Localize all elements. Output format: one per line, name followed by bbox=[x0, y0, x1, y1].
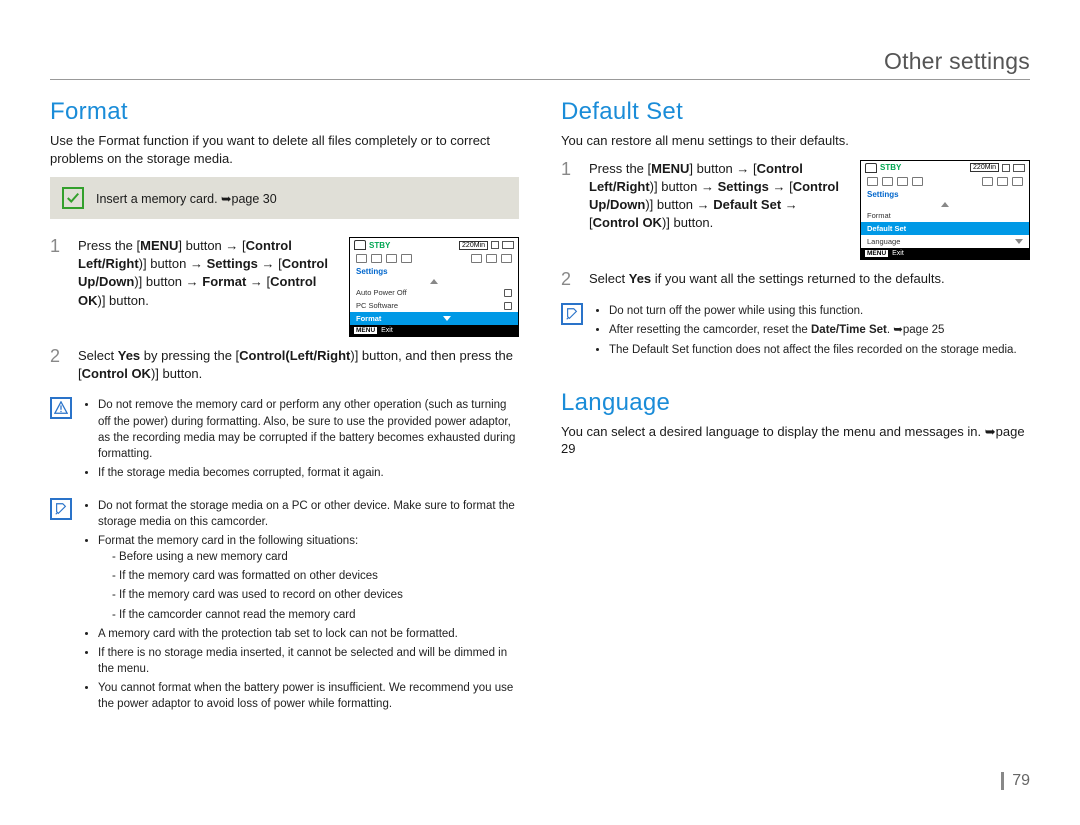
language-heading: Language bbox=[561, 389, 1030, 417]
chevron-down-icon bbox=[1015, 239, 1023, 244]
lcd-exit: MENUExit bbox=[350, 325, 518, 336]
lcd-heading: Settings bbox=[350, 265, 518, 278]
default-set-intro: You can restore all menu settings to the… bbox=[561, 132, 1030, 150]
camera-icon bbox=[354, 240, 366, 250]
insert-card-callout: Insert a memory card. ➥page 30 bbox=[50, 177, 519, 219]
chevron-up-icon bbox=[430, 279, 438, 284]
lcd-stby: STBY bbox=[369, 241, 390, 250]
note-icon bbox=[561, 303, 583, 325]
chevron-down-icon bbox=[443, 316, 451, 321]
lcd-item: Format bbox=[861, 209, 1029, 222]
card-icon bbox=[491, 241, 499, 249]
step-number: 2 bbox=[561, 270, 575, 290]
note-bullet: Format the memory card in the following … bbox=[98, 533, 519, 622]
format-step-1: 1 Press the [MENU] button → [Control Lef… bbox=[50, 237, 519, 337]
step-text: Select Yes by pressing the [Control(Left… bbox=[78, 347, 519, 383]
warning-icon bbox=[50, 397, 72, 419]
format-intro: Use the Format function if you want to d… bbox=[50, 132, 519, 167]
card-icon bbox=[1002, 164, 1010, 172]
default-set-tips: Do not turn off the power while using th… bbox=[561, 303, 1030, 360]
note-bullet: If there is no storage media inserted, i… bbox=[98, 645, 519, 677]
lcd-item-selected: Default Set bbox=[861, 222, 1029, 235]
insert-card-text: Insert a memory card. ➥page 30 bbox=[96, 191, 277, 206]
left-column: Format Use the Format function if you wa… bbox=[50, 98, 519, 729]
content-columns: Format Use the Format function if you wa… bbox=[50, 98, 1030, 729]
note-subbullet: If the memory card was formatted on othe… bbox=[112, 568, 519, 584]
battery-icon bbox=[502, 241, 514, 249]
format-tips: Do not format the storage media on a PC … bbox=[50, 498, 519, 715]
lcd-time: 220Min bbox=[459, 241, 488, 250]
battery-icon bbox=[1013, 164, 1025, 172]
note-bullet: If the storage media becomes corrupted, … bbox=[98, 465, 519, 481]
camera-icon bbox=[865, 163, 877, 173]
lcd-item: Language bbox=[861, 235, 1029, 248]
note-subbullet: Before using a new memory card bbox=[112, 549, 519, 565]
step-text: Press the [MENU] button → [Control Left/… bbox=[78, 237, 335, 310]
lcd-item: Auto Power Off bbox=[350, 286, 518, 299]
lcd-exit: MENUExit bbox=[861, 248, 1029, 259]
note-subbullet: If the memory card was used to record on… bbox=[112, 587, 519, 603]
lcd-iconrow bbox=[861, 175, 1029, 188]
note-bullet: Do not turn off the power while using th… bbox=[609, 303, 1030, 319]
lcd-item-selected: Format bbox=[350, 312, 518, 325]
note-bullet: Do not format the storage media on a PC … bbox=[98, 498, 519, 530]
step-number: 1 bbox=[50, 237, 64, 257]
step-number: 1 bbox=[561, 160, 575, 180]
step-number: 2 bbox=[50, 347, 64, 383]
right-column: Default Set You can restore all menu set… bbox=[561, 98, 1030, 729]
step-text: Select Yes if you want all the settings … bbox=[589, 270, 1030, 290]
language-intro: You can select a desired language to dis… bbox=[561, 423, 1030, 458]
note-bullet: A memory card with the protection tab se… bbox=[98, 626, 519, 642]
format-heading: Format bbox=[50, 98, 519, 126]
format-warning: Do not remove the memory card or perform… bbox=[50, 397, 519, 483]
note-bullet: You cannot format when the battery power… bbox=[98, 680, 519, 712]
page-header: Other settings bbox=[50, 48, 1030, 80]
note-icon bbox=[50, 498, 72, 520]
grid-icon bbox=[504, 302, 512, 310]
note-bullet: The Default Set function does not affect… bbox=[609, 342, 1030, 358]
default-step-1: 1 Press the [MENU] button → [Control Lef… bbox=[561, 160, 1030, 260]
chevron-up-icon bbox=[941, 202, 949, 207]
lcd-stby: STBY bbox=[880, 163, 901, 172]
lcd-time: 220Min bbox=[970, 163, 999, 172]
lock-icon bbox=[504, 289, 512, 297]
step-text: Press the [MENU] button → [Control Left/… bbox=[589, 160, 846, 233]
page-number: 79 bbox=[1001, 772, 1030, 790]
format-step-2: 2 Select Yes by pressing the [Control(Le… bbox=[50, 347, 519, 383]
lcd-default-set: STBY 220Min Settings Format Default Set … bbox=[860, 160, 1030, 260]
default-set-heading: Default Set bbox=[561, 98, 1030, 126]
lcd-heading: Settings bbox=[861, 188, 1029, 201]
note-bullet: After resetting the camcorder, reset the… bbox=[609, 322, 1030, 338]
note-subbullet: If the camcorder cannot read the memory … bbox=[112, 607, 519, 623]
lcd-item: PC Software bbox=[350, 299, 518, 312]
lcd-format: STBY 220Min Settings Auto Power Off PC S… bbox=[349, 237, 519, 337]
page: Other settings Format Use the Format fun… bbox=[0, 0, 1080, 825]
check-icon bbox=[62, 187, 84, 209]
lcd-iconrow bbox=[350, 252, 518, 265]
note-bullet: Do not remove the memory card or perform… bbox=[98, 397, 519, 461]
default-step-2: 2 Select Yes if you want all the setting… bbox=[561, 270, 1030, 290]
